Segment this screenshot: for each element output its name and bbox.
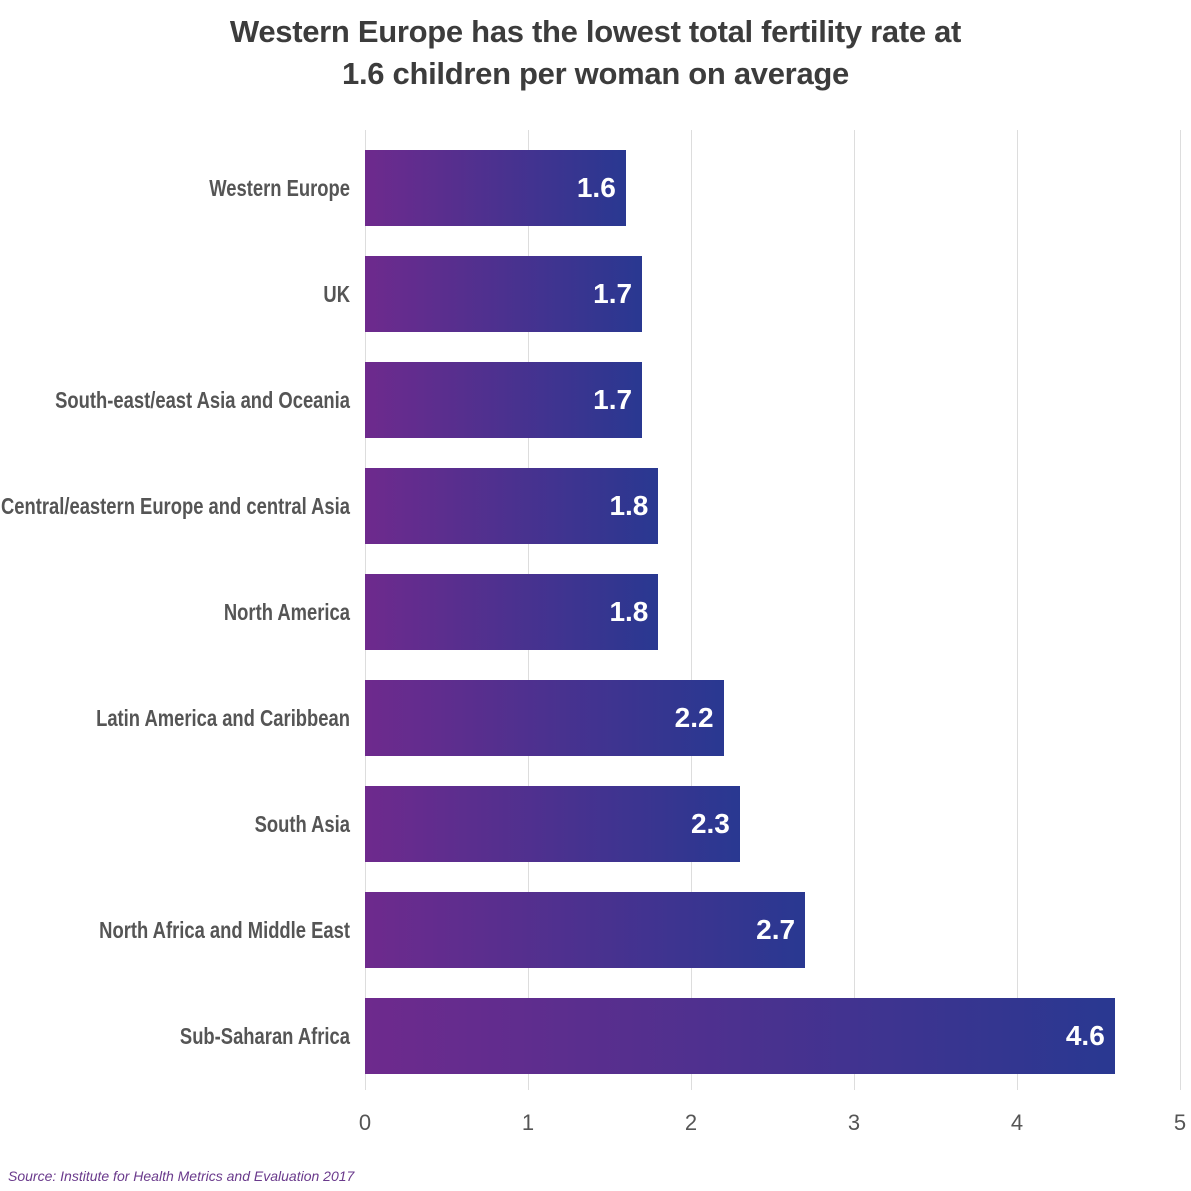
x-tick-label: 2 (684, 1110, 698, 1135)
bar (365, 574, 659, 650)
source-note: Source: Institute for Health Metrics and… (8, 1168, 355, 1184)
y-tick-label: Sub-Saharan Africa (179, 1023, 350, 1049)
y-tick-label: South-east/east Asia and Oceania (55, 387, 351, 413)
grid-line (690, 130, 692, 1090)
y-tick-label: North America (223, 599, 350, 625)
bar (365, 892, 806, 968)
value-label: 2.2 (674, 702, 714, 733)
bar (365, 998, 1115, 1074)
bar (365, 468, 659, 544)
value-label: 1.7 (593, 278, 633, 309)
bar (365, 256, 643, 332)
value-label: 1.8 (609, 596, 649, 627)
grid-line (853, 130, 855, 1090)
x-tick-label: 1 (521, 1110, 535, 1135)
bar (365, 680, 724, 756)
value-label: 2.3 (690, 808, 730, 839)
chart-title: 1.6 children per woman on average (342, 56, 849, 91)
value-label: 1.6 (576, 172, 616, 203)
y-tick-label: UK (323, 281, 350, 307)
bar (365, 362, 643, 438)
value-label: 2.7 (756, 914, 796, 945)
value-label: 1.8 (609, 490, 649, 521)
bar (365, 150, 626, 226)
grid-line (1016, 130, 1018, 1090)
x-tick-label: 0 (358, 1110, 372, 1135)
y-tick-label: Western Europe (209, 175, 350, 201)
y-tick-label: South Asia (254, 811, 350, 837)
chart-title: Western Europe has the lowest total fert… (229, 14, 962, 49)
x-tick-label: 5 (1173, 1110, 1187, 1135)
y-tick-label: Latin America and Caribbean (96, 705, 350, 731)
grid-line (1179, 130, 1181, 1090)
value-label: 1.7 (593, 384, 633, 415)
x-tick-label: 4 (1010, 1110, 1024, 1135)
x-tick-label: 3 (847, 1110, 861, 1135)
y-tick-label: North Africa and Middle East (99, 917, 350, 943)
y-tick-label: Central/eastern Europe and central Asia (0, 493, 351, 519)
bar (365, 786, 740, 862)
value-label: 4.6 (1065, 1020, 1105, 1051)
